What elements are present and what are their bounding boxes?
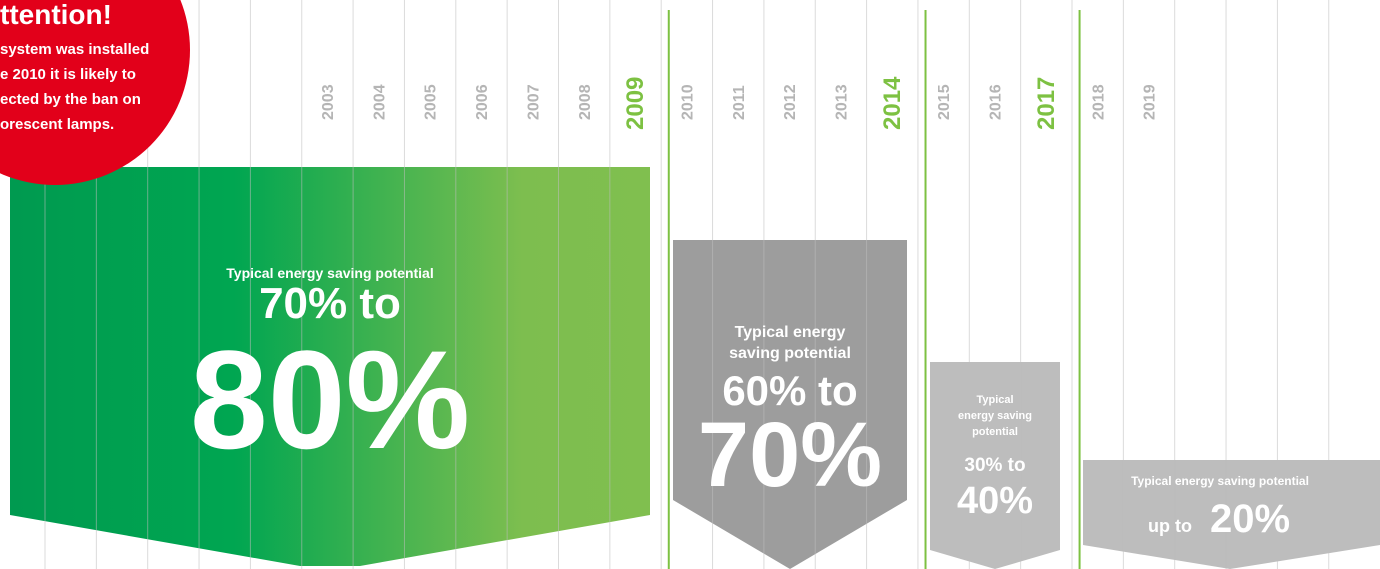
- panel-range-from: up to: [1148, 516, 1192, 536]
- attention-text: ected by the ban on: [0, 91, 141, 108]
- panel-label: potential: [972, 426, 1018, 438]
- panel-range-to: 80%: [190, 321, 470, 478]
- panel-green: [10, 167, 650, 566]
- year-labels: 2003 2004 2005 2006 2007 2008 2009 2010 2011 2012…: [320, 76, 1159, 130]
- year-label: 2010: [679, 84, 696, 120]
- panels: [10, 167, 1380, 569]
- panel-label: energy saving: [958, 410, 1032, 422]
- year-label: 2008: [577, 84, 594, 120]
- year-label: 2013: [834, 84, 851, 120]
- attention-text: system was installed: [0, 41, 149, 58]
- year-label: 2009: [622, 77, 649, 130]
- panel-range-from: 30% to: [964, 455, 1025, 476]
- panel-label: Typical: [976, 394, 1013, 406]
- panel-label: saving potential: [729, 345, 851, 362]
- year-label: 2004: [371, 84, 388, 120]
- attention-title: ttention!: [0, 0, 112, 30]
- year-label: 2012: [782, 84, 799, 120]
- year-label: 2005: [423, 84, 440, 120]
- panel-label: Typical energy saving potential: [1131, 474, 1309, 488]
- year-label: 2016: [988, 84, 1005, 120]
- bubble: [0, 0, 190, 185]
- column-lines: [44, 0, 1330, 569]
- panel-range-from: 60% to: [722, 367, 857, 414]
- year-label: 2018: [1090, 84, 1107, 120]
- panel-label: Typical energy: [735, 324, 846, 341]
- panel-range-to: 40%: [957, 480, 1033, 522]
- year-label: 2019: [1142, 84, 1159, 120]
- panel-range-to: 70%: [698, 404, 882, 506]
- panel-light-gray: [1083, 460, 1380, 569]
- year-label: 2015: [936, 84, 953, 120]
- panel-label: Typical energy saving potential: [226, 265, 433, 281]
- attention-text: orescent lamps.: [0, 116, 114, 133]
- attention-text: e 2010 it is likely to: [0, 66, 136, 83]
- panel-gray: [930, 362, 1060, 569]
- panel-range-to: 20%: [1210, 497, 1290, 541]
- year-label: 2006: [474, 84, 491, 120]
- year-label: 2017: [1033, 77, 1060, 130]
- attention-bubble: ttention! system was installed e 2010 it…: [0, 0, 190, 185]
- year-label: 2007: [525, 84, 542, 120]
- panel-dark-gray: [673, 240, 907, 569]
- year-label: 2011: [731, 85, 748, 120]
- year-label: 2003: [320, 84, 337, 120]
- panel-range-from: 70% to: [259, 279, 401, 328]
- year-label: 2014: [879, 76, 906, 130]
